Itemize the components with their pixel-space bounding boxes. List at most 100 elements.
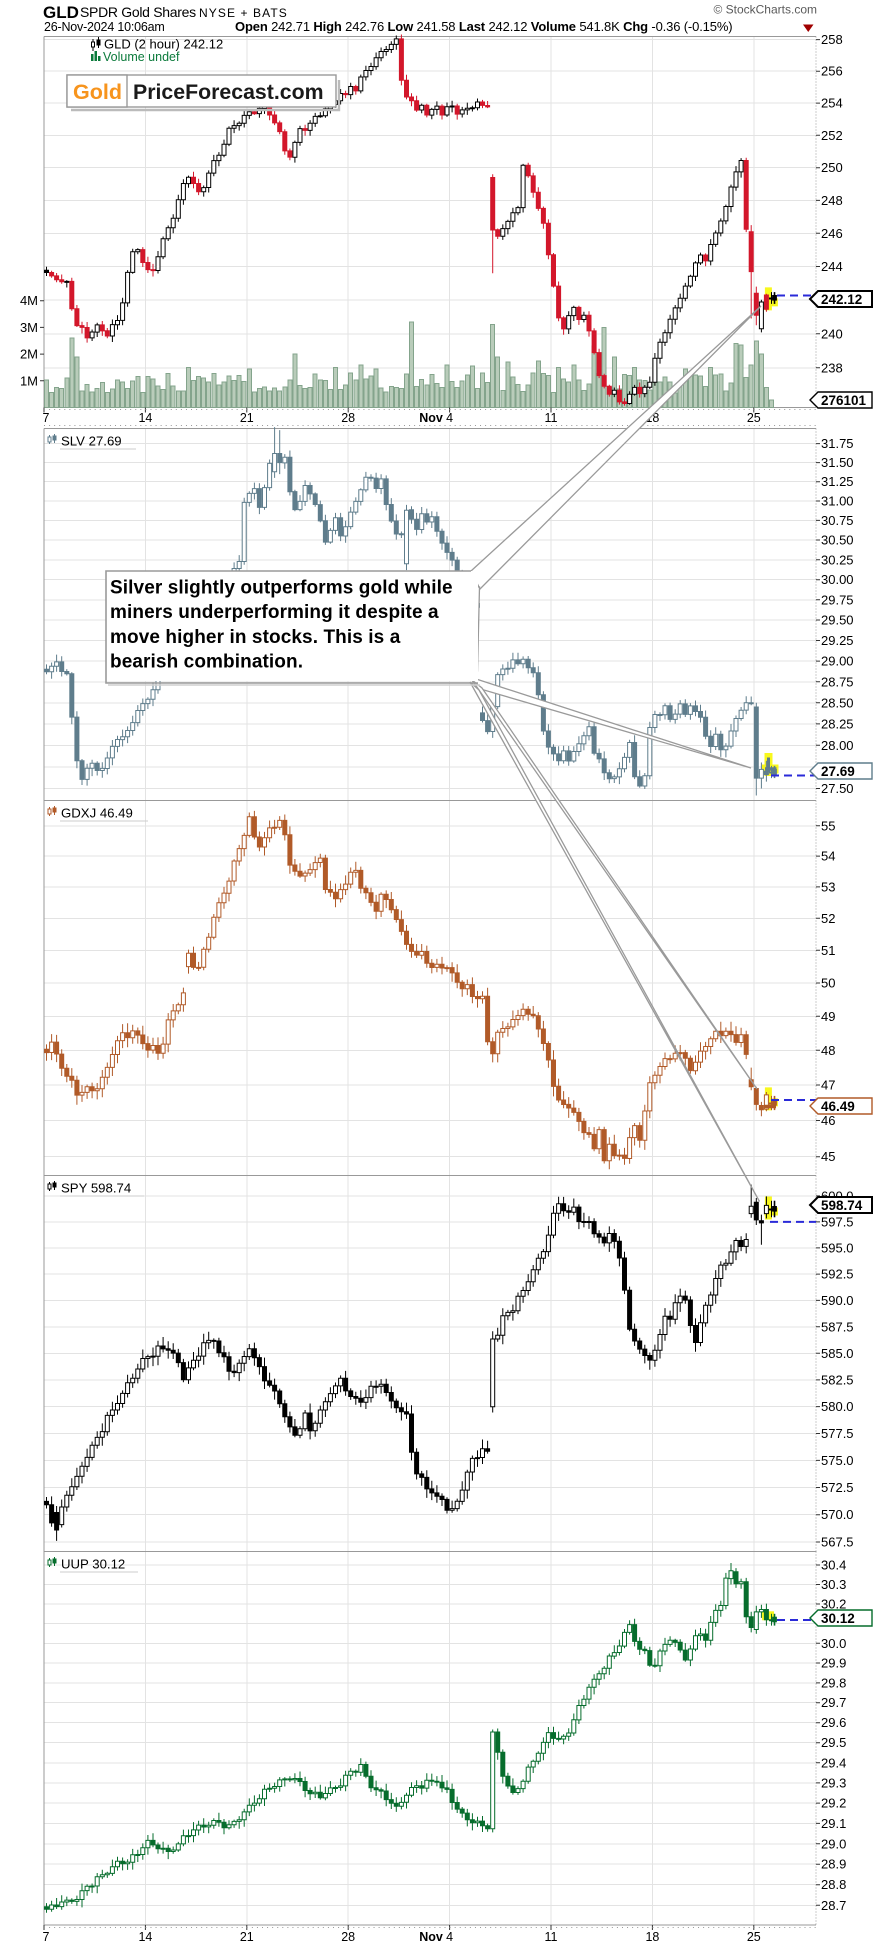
svg-text:26-Nov-2024 10:06am: 26-Nov-2024 10:06am (44, 20, 165, 34)
svg-text:28.50: 28.50 (821, 695, 854, 710)
svg-text:30.50: 30.50 (821, 533, 854, 548)
svg-text:2M: 2M (20, 347, 38, 362)
svg-text:598.74: 598.74 (821, 1198, 863, 1213)
svg-text:25: 25 (747, 411, 761, 425)
svg-text:49: 49 (821, 1009, 835, 1024)
svg-text:18: 18 (645, 1930, 659, 1944)
svg-text:246: 246 (821, 226, 843, 241)
svg-text:7: 7 (43, 1930, 50, 1944)
svg-text:244: 244 (821, 259, 843, 274)
svg-text:276101: 276101 (821, 393, 867, 408)
svg-text:Silver slightly outperforms go: Silver slightly outperforms gold while (110, 578, 453, 599)
svg-text:SPY 598.74: SPY 598.74 (61, 1181, 131, 1196)
svg-text:28: 28 (341, 411, 355, 425)
svg-text:28.7: 28.7 (821, 1898, 846, 1913)
svg-text:30.25: 30.25 (821, 552, 854, 567)
svg-text:30.75: 30.75 (821, 513, 854, 528)
svg-text:Gold: Gold (73, 80, 122, 104)
svg-text:11: 11 (545, 1930, 558, 1944)
svg-text:46: 46 (821, 1113, 835, 1128)
svg-text:27.50: 27.50 (821, 781, 854, 796)
svg-text:27.69: 27.69 (821, 764, 855, 779)
svg-text:UUP 30.12: UUP 30.12 (61, 1557, 125, 1572)
svg-text:29.6: 29.6 (821, 1715, 846, 1730)
svg-text:29.9: 29.9 (821, 1656, 846, 1671)
svg-text:miners underperforming it desp: miners underperforming it despite a (110, 602, 439, 623)
svg-text:29.8: 29.8 (821, 1675, 846, 1690)
svg-text:47: 47 (821, 1078, 835, 1093)
svg-text:29.5: 29.5 (821, 1735, 846, 1750)
svg-text:30.3: 30.3 (821, 1577, 846, 1592)
svg-text:590.0: 590.0 (821, 1293, 854, 1308)
svg-text:4: 4 (446, 411, 453, 425)
svg-text:4: 4 (446, 1930, 453, 1944)
svg-text:31.25: 31.25 (821, 474, 854, 489)
svg-text:GLD: GLD (43, 3, 79, 22)
svg-text:21: 21 (240, 1930, 254, 1944)
svg-text:30.0: 30.0 (821, 1636, 846, 1651)
svg-text:28.9: 28.9 (821, 1857, 846, 1872)
svg-text:52: 52 (821, 911, 835, 926)
svg-text:258: 258 (821, 32, 843, 47)
svg-text:252: 252 (821, 128, 843, 143)
svg-text:254: 254 (821, 96, 843, 111)
svg-text:SLV 27.69: SLV 27.69 (61, 434, 122, 449)
svg-text:28.25: 28.25 (821, 716, 854, 731)
svg-text:29.1: 29.1 (821, 1816, 846, 1831)
svg-text:21: 21 (240, 411, 254, 425)
svg-text:587.5: 587.5 (821, 1319, 854, 1334)
svg-text:580.0: 580.0 (821, 1399, 854, 1414)
svg-text:585.0: 585.0 (821, 1346, 854, 1361)
svg-text:NYSE + BATS: NYSE + BATS (199, 6, 288, 20)
svg-text:577.5: 577.5 (821, 1426, 854, 1441)
svg-text:28.00: 28.00 (821, 738, 854, 753)
svg-text:28: 28 (341, 1930, 355, 1944)
svg-text:250: 250 (821, 160, 843, 175)
svg-text:31.75: 31.75 (821, 436, 854, 451)
svg-text:575.0: 575.0 (821, 1453, 854, 1468)
svg-text:582.5: 582.5 (821, 1372, 854, 1387)
svg-text:1M: 1M (20, 373, 38, 388)
svg-text:46.49: 46.49 (821, 1099, 855, 1114)
svg-text:31.00: 31.00 (821, 494, 854, 509)
svg-text:© StockCharts.com: © StockCharts.com (713, 3, 817, 17)
svg-text:28.8: 28.8 (821, 1877, 846, 1892)
svg-text:48: 48 (821, 1043, 835, 1058)
svg-text:29.75: 29.75 (821, 592, 854, 607)
svg-text:14: 14 (138, 1930, 152, 1944)
svg-text:597.5: 597.5 (821, 1214, 854, 1229)
svg-text:248: 248 (821, 193, 843, 208)
svg-text:SPDR Gold Shares: SPDR Gold Shares (80, 4, 196, 20)
svg-text:572.5: 572.5 (821, 1480, 854, 1495)
svg-text:238: 238 (821, 360, 843, 375)
svg-text:29.2: 29.2 (821, 1796, 846, 1811)
svg-text:240: 240 (821, 326, 843, 341)
svg-text:29.3: 29.3 (821, 1775, 846, 1790)
svg-text:256: 256 (821, 64, 843, 79)
svg-text:Volume undef: Volume undef (103, 50, 180, 64)
svg-text:30.12: 30.12 (821, 1611, 855, 1626)
svg-text:51: 51 (821, 943, 835, 958)
svg-text:move higher in stocks. This is: move higher in stocks. This is a (110, 627, 401, 648)
svg-text:28.75: 28.75 (821, 674, 854, 689)
svg-text:Nov: Nov (419, 1930, 443, 1944)
svg-text:567.5: 567.5 (821, 1535, 854, 1550)
svg-text:11: 11 (545, 411, 558, 425)
svg-text:7: 7 (43, 411, 50, 425)
svg-text:4M: 4M (20, 293, 38, 308)
svg-text:30.00: 30.00 (821, 572, 854, 587)
svg-text:31.50: 31.50 (821, 455, 854, 470)
svg-text:242.12: 242.12 (821, 292, 862, 307)
svg-text:54: 54 (821, 849, 835, 864)
svg-text:14: 14 (138, 411, 152, 425)
svg-text:50: 50 (821, 976, 835, 991)
svg-text:29.4: 29.4 (821, 1755, 846, 1770)
svg-text:592.5: 592.5 (821, 1267, 854, 1282)
svg-text:55: 55 (821, 818, 835, 833)
svg-text:3M: 3M (20, 320, 38, 335)
svg-text:53: 53 (821, 879, 835, 894)
svg-text:45: 45 (821, 1149, 835, 1164)
svg-text:29.50: 29.50 (821, 613, 854, 628)
svg-text:595.0: 595.0 (821, 1240, 854, 1255)
svg-text:25: 25 (747, 1930, 761, 1944)
